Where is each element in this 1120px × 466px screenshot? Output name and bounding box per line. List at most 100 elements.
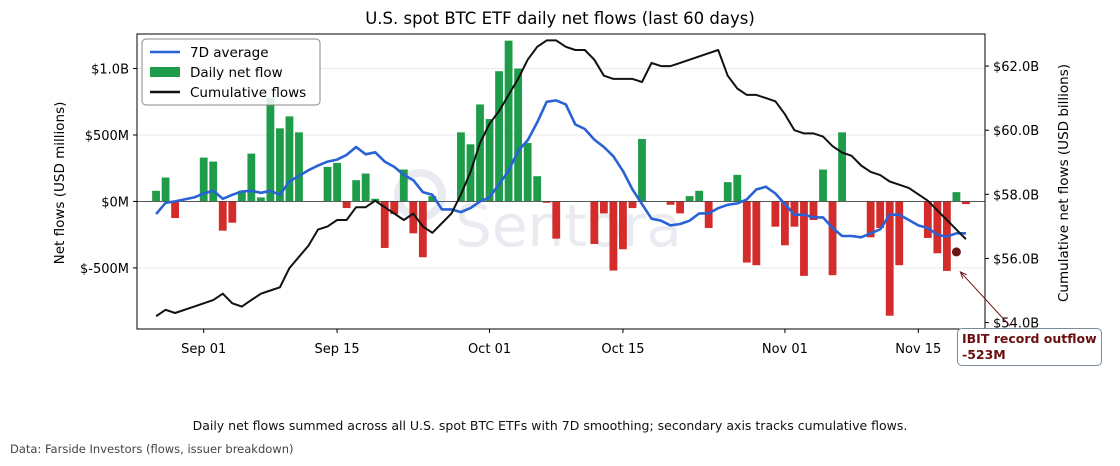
- y2-tick-label: $56.0B: [993, 252, 1039, 267]
- cumulative-flows-line: [155, 39, 967, 318]
- flow-bar: [333, 162, 341, 202]
- flow-bar: [781, 201, 789, 246]
- legend: 7D average Daily net flow Cumulative flows: [141, 38, 321, 106]
- flow-bar: [676, 201, 685, 214]
- flow-bar: [685, 196, 694, 202]
- flow-bar: [666, 201, 675, 205]
- annotation-box: IBIT record outflow -523M: [957, 328, 1102, 366]
- flow-bar: [161, 177, 170, 202]
- flow-bar: [733, 174, 742, 202]
- flow-bar: [695, 190, 704, 202]
- flow-bar: [552, 201, 561, 239]
- flow-bar: [609, 201, 618, 271]
- x-tick-label: Oct 01: [468, 342, 511, 357]
- y2-tick-label: $58.0B: [993, 188, 1039, 203]
- flow-bar: [828, 201, 837, 276]
- x-tick-label: Sep 01: [181, 342, 226, 357]
- flow-bar: [276, 128, 284, 202]
- x-tick-label: Nov 15: [895, 342, 941, 357]
- flow-bar: [523, 142, 532, 202]
- flow-bar: [457, 132, 465, 202]
- seven-day-average-line: [155, 99, 966, 239]
- flow-bar: [361, 173, 370, 202]
- flow-bar: [247, 153, 256, 202]
- flow-bar: [342, 201, 351, 209]
- flow-bar: [285, 116, 294, 202]
- flow-bar: [323, 166, 332, 202]
- flow-bar: [380, 201, 389, 248]
- annotation-arrow: [960, 271, 1011, 327]
- flow-bar: [838, 132, 846, 202]
- flow-bar: [628, 201, 637, 209]
- y-tick-label: $-500M: [80, 262, 129, 277]
- flow-bar: [295, 132, 303, 202]
- flow-bar: [704, 201, 713, 229]
- flow-bar: [399, 169, 408, 202]
- svg-text:Sentora: Sentora: [455, 192, 682, 260]
- flow-bar: [256, 197, 265, 202]
- x-tick-label: Sep 15: [314, 342, 359, 357]
- flow-bar: [752, 201, 761, 266]
- annotation-line2: -523M: [962, 347, 1006, 362]
- flow-bar: [533, 176, 542, 202]
- flow-bar: [876, 201, 885, 229]
- y-axis-left: $1.0B $500M $0M $-500M: [80, 63, 137, 277]
- y-tick-label: $1.0B: [91, 63, 129, 78]
- annotation: [951, 247, 1011, 327]
- flow-bar: [809, 201, 818, 221]
- flow-bar: [495, 71, 503, 202]
- chart-title: U.S. spot BTC ETF daily net flows (last …: [365, 9, 755, 28]
- x-axis: Sep 01 Sep 15 Oct 01 Oct 15 Nov 01 Nov 15: [181, 329, 941, 357]
- legend-label: Daily net flow: [190, 65, 283, 81]
- flow-bar: [409, 201, 418, 234]
- flow-bar: [885, 201, 894, 316]
- x-tick-label: Oct 15: [601, 342, 644, 357]
- flow-bar: [638, 138, 646, 202]
- legend-frame: [141, 38, 321, 106]
- flow-bar: [800, 201, 808, 276]
- flow-bar: [819, 169, 827, 202]
- chart-caption: Daily net flows summed across all U.S. s…: [192, 418, 908, 433]
- flow-bar: [352, 180, 361, 202]
- flow-bar: [266, 97, 275, 202]
- flow-bar: [962, 201, 970, 205]
- flow-bar: [485, 119, 494, 202]
- plot-frame: [136, 33, 986, 330]
- flow-bar: [228, 201, 237, 223]
- flow-bar: [599, 201, 608, 214]
- flow-bar: [152, 190, 160, 202]
- y-axis-right: $62.0B$60.0B$58.0B$56.0B$54.0B: [985, 60, 1039, 332]
- flow-bar: [418, 201, 427, 258]
- flow-bar: [428, 196, 437, 202]
- flow-bar: [771, 201, 780, 227]
- flow-bar: [504, 40, 513, 202]
- flow-bar: [742, 201, 751, 263]
- flow-bar: [514, 68, 523, 202]
- y2-axis-label: Cumulative net flows (USD billions): [1056, 64, 1072, 302]
- x-tick-label: Nov 01: [762, 342, 808, 357]
- y-tick-label: $500M: [85, 129, 129, 144]
- flow-bar: [237, 190, 246, 202]
- legend-label: Cumulative flows: [190, 85, 306, 101]
- y-tick-label: $0M: [101, 195, 129, 210]
- flow-bar: [619, 201, 627, 250]
- legend-label: 7D average: [190, 45, 269, 61]
- flow-bar: [933, 201, 942, 254]
- series-lines: [155, 39, 967, 318]
- flow-bar: [476, 104, 484, 202]
- annotation-marker: [951, 247, 961, 257]
- y-axis-label: Net flows (USD millions): [52, 102, 68, 265]
- flow-bar: [952, 192, 961, 202]
- flow-bar: [171, 201, 180, 219]
- flow-bar: [723, 182, 732, 202]
- flow-bar: [590, 201, 599, 244]
- flow-bar: [895, 201, 904, 266]
- flow-bar: [866, 201, 875, 238]
- flow-bar: [542, 201, 551, 203]
- flow-bar: [199, 157, 208, 202]
- y2-tick-label: $60.0B: [993, 124, 1039, 139]
- y2-tick-label: $62.0B: [993, 60, 1039, 75]
- legend-swatch-patch: [150, 67, 180, 77]
- flow-bar: [390, 201, 399, 215]
